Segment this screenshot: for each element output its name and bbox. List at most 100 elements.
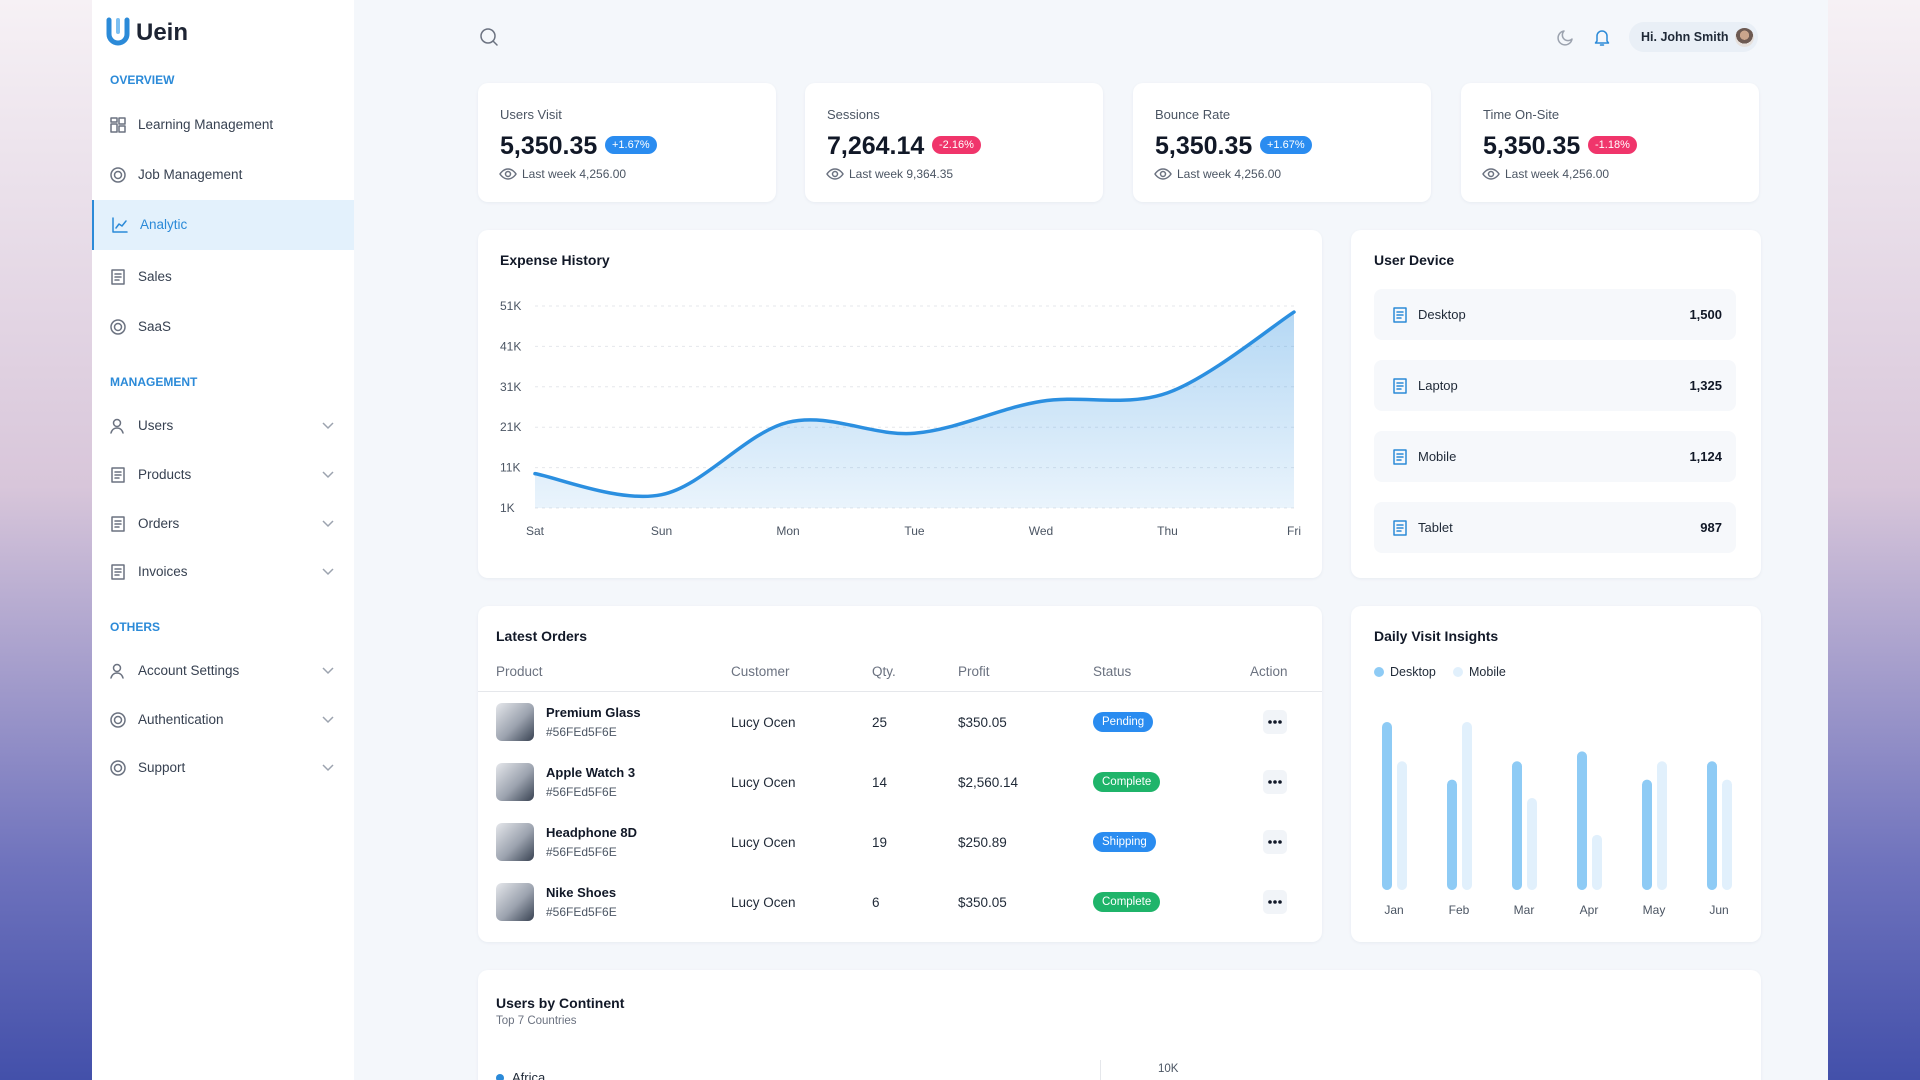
nav-item[interactable]: SaaS [92, 302, 354, 352]
nav-item[interactable]: Products [92, 450, 354, 500]
logo-text: Uein [136, 19, 189, 46]
nav-icon-shape [110, 167, 126, 183]
chevron-shape [322, 667, 334, 675]
nav-icon-shape [111, 516, 125, 532]
column-header: Action [1250, 664, 1288, 679]
eye-icon-shape [504, 170, 512, 178]
nav-label: SaaS [138, 319, 172, 334]
stat-card: Sessions 7,264.14 -2.16% Last week 9,364.35 [805, 83, 1103, 202]
nav-item[interactable]: Invoices [92, 547, 354, 597]
nav-item[interactable]: Authentication [92, 695, 354, 745]
eye-icon-shape [831, 170, 839, 178]
action-button[interactable] [1263, 890, 1287, 914]
stat-card: Bounce Rate 5,350.35 +1.67% Last week 4,256… [1133, 83, 1431, 202]
product-sku: #56FEd5F6E [546, 725, 617, 739]
dot [1278, 900, 1282, 904]
continent-card: Users by Continent Top 7 Countries Africa 1… [478, 970, 1761, 1080]
x-tick-label: Fri [1287, 524, 1301, 538]
y-tick-label: 51K [500, 299, 521, 313]
device-icon [1393, 378, 1407, 394]
stat-value: 7,264.14 [827, 132, 925, 160]
y-tick-label: 21K [500, 420, 521, 434]
user-menu[interactable]: Hi. John Smith [1629, 22, 1758, 52]
device-count: 1,325 [1689, 378, 1722, 393]
x-tick-label: May [1643, 903, 1666, 917]
product-name: Apple Watch 3 [546, 765, 636, 780]
y-tick-label: 1K [500, 501, 515, 515]
eye-icon-shape [499, 168, 517, 180]
legend-label: Desktop [1390, 665, 1436, 679]
nav-item[interactable]: Users [92, 401, 354, 451]
search-icon-shape [480, 28, 496, 44]
qty: 14 [872, 775, 888, 790]
eye-icon [826, 168, 844, 180]
nav-label: Users [138, 418, 174, 433]
visits-card: Daily Visit Insights Desktop Mobile Jan Feb M… [1351, 606, 1761, 942]
x-tick-label: Mon [776, 524, 799, 538]
more-icon [1268, 720, 1282, 724]
nav-item[interactable]: Learning Management [92, 100, 354, 150]
dot [1273, 780, 1277, 784]
search-icon [480, 28, 498, 46]
product-image [496, 823, 534, 861]
action-button[interactable] [1263, 710, 1287, 734]
action-button[interactable] [1263, 830, 1287, 854]
dot [1278, 840, 1282, 844]
nav-item[interactable]: Account Settings [92, 646, 354, 696]
nav-icon [110, 760, 126, 776]
nav-label: Learning Management [138, 117, 274, 132]
device-icon-shape [1393, 449, 1407, 465]
nav-item[interactable]: Job Management [92, 150, 354, 200]
eye-icon [1482, 168, 1500, 180]
stat-title: Sessions [827, 107, 880, 122]
eye-icon-shape [1482, 168, 1500, 180]
dot [1273, 720, 1277, 724]
device-name: Desktop [1418, 307, 1466, 322]
dot [1273, 840, 1277, 844]
avatar [1735, 28, 1754, 47]
device-count: 1,124 [1689, 449, 1722, 464]
x-tick-label: Wed [1029, 524, 1053, 538]
expense-card: Expense History 51K 41K 31K 21K 11K 1K Sat Sun Mo… [478, 230, 1322, 578]
product-sku: #56FEd5F6E [546, 785, 617, 799]
chevron-shape [322, 568, 334, 576]
stat-value: 5,350.35 [1155, 132, 1253, 160]
status-badge: Complete [1093, 772, 1161, 792]
search-icon-shape [492, 40, 498, 46]
nav-item[interactable]: Support [92, 743, 354, 793]
y-tick-label: 11K [500, 461, 520, 475]
stat-title: Bounce Rate [1155, 107, 1231, 122]
nav-label: Authentication [138, 712, 224, 727]
section-title: OVERVIEW [110, 73, 175, 87]
theme-toggle-shape [1557, 30, 1573, 46]
divider [1100, 1060, 1101, 1080]
chevron-shape [322, 422, 334, 430]
sidebar: Uein OVERVIEW Learning Management Job Manag… [92, 0, 354, 1080]
status-badge: Shipping [1093, 832, 1156, 852]
bar [1722, 779, 1732, 890]
more-icon [1268, 900, 1282, 904]
nav-icon-shape [110, 760, 126, 776]
action-button[interactable] [1263, 770, 1287, 794]
legend-label: Mobile [1469, 665, 1506, 679]
nav-item[interactable]: Sales [92, 252, 354, 302]
device-icon-shape [1393, 378, 1407, 394]
device-row: Desktop 1,500 [1374, 289, 1736, 340]
nav-icon-shape [112, 418, 122, 428]
eye-icon-shape [1154, 168, 1172, 180]
logo-shape [106, 17, 130, 46]
x-tick-label: Jan [1384, 903, 1403, 917]
stat-last-week: Last week 4,256.00 [1505, 167, 1610, 181]
nav-item[interactable]: Analytic [92, 200, 354, 250]
column-header: Product [496, 664, 543, 679]
stat-card: Time On-Site 5,350.35 -1.18% Last week 4,25… [1461, 83, 1759, 202]
nav-icon [110, 117, 126, 133]
nav-icon-shape [111, 467, 125, 483]
nav-item[interactable]: Orders [92, 499, 354, 549]
nav-label: Sales [138, 269, 172, 284]
device-icon [1393, 307, 1407, 323]
card-title: User Device [1374, 252, 1455, 268]
qty: 19 [872, 835, 888, 850]
notifications-shape [1594, 30, 1610, 46]
